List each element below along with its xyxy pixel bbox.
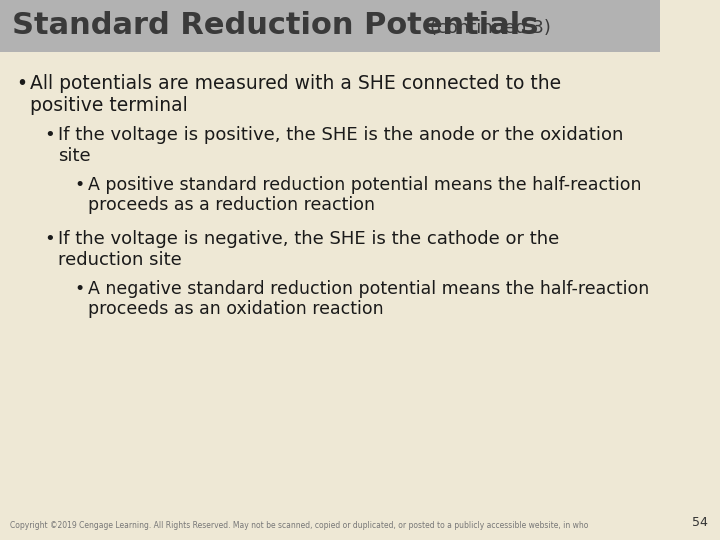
Text: •: •	[74, 176, 84, 194]
Text: proceeds as an oxidation reaction: proceeds as an oxidation reaction	[88, 300, 384, 318]
Text: •: •	[16, 74, 27, 93]
Text: proceeds as a reduction reaction: proceeds as a reduction reaction	[88, 196, 375, 214]
Text: positive terminal: positive terminal	[30, 96, 188, 115]
Text: A negative standard reduction potential means the half-reaction: A negative standard reduction potential …	[88, 280, 649, 298]
Text: Standard Reduction Potentials: Standard Reduction Potentials	[12, 11, 539, 40]
FancyBboxPatch shape	[0, 0, 660, 52]
Text: •: •	[44, 230, 55, 248]
Text: •: •	[74, 280, 84, 298]
Text: A positive standard reduction potential means the half-reaction: A positive standard reduction potential …	[88, 176, 642, 194]
Text: (continued 3): (continued 3)	[430, 19, 551, 37]
Text: All potentials are measured with a SHE connected to the: All potentials are measured with a SHE c…	[30, 74, 561, 93]
Text: 54: 54	[692, 516, 708, 529]
Text: site: site	[58, 147, 91, 165]
Text: If the voltage is positive, the SHE is the anode or the oxidation: If the voltage is positive, the SHE is t…	[58, 126, 624, 144]
Text: Copyright ©2019 Cengage Learning. All Rights Reserved. May not be scanned, copie: Copyright ©2019 Cengage Learning. All Ri…	[10, 521, 588, 530]
Text: •: •	[44, 126, 55, 144]
Text: If the voltage is negative, the SHE is the cathode or the: If the voltage is negative, the SHE is t…	[58, 230, 559, 248]
Text: reduction site: reduction site	[58, 251, 181, 269]
